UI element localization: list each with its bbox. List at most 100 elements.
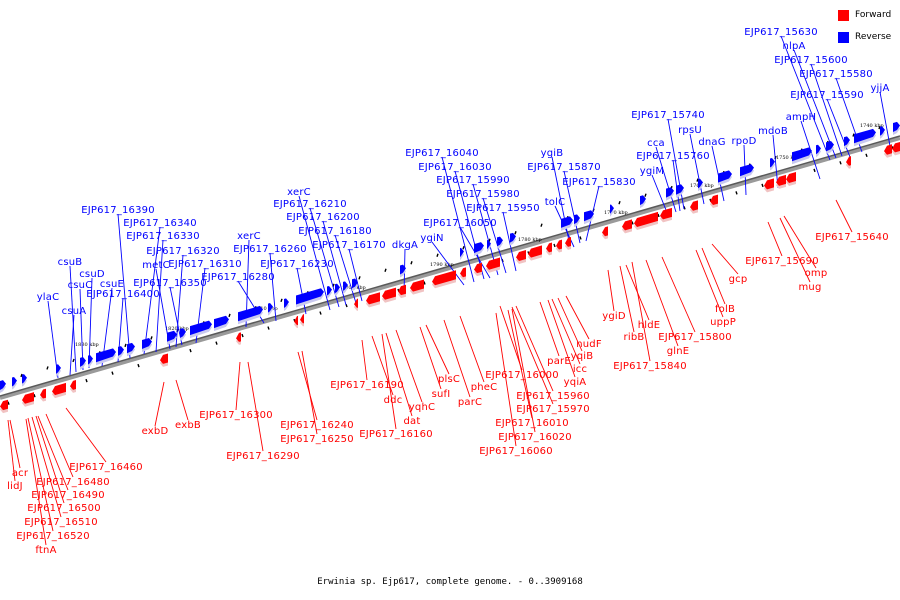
axis-tick-mark xyxy=(215,341,218,345)
axis-tick-mark xyxy=(20,373,23,378)
reverse-gene-glyph xyxy=(400,264,406,278)
gene-leader-line xyxy=(7,419,16,482)
gene-leader-line xyxy=(385,332,413,417)
gene-label: EJP617_16300 xyxy=(199,410,273,421)
gene-label: EJP617_16490 xyxy=(31,490,105,501)
gene-label: EJP617_16510 xyxy=(24,517,98,528)
gene-leader-line xyxy=(563,170,581,244)
gene-label: EJP617_16010 xyxy=(495,418,569,429)
gene-leader-line xyxy=(459,315,485,383)
axis-tick-mark xyxy=(644,193,647,197)
gene-leader-line xyxy=(117,213,131,359)
reverse-gene-glyph xyxy=(740,164,754,180)
gene-leader-line xyxy=(511,308,536,433)
legend-forward-label: Forward xyxy=(855,10,892,20)
axis-tick-mark xyxy=(189,348,192,353)
gene-label: mdoB xyxy=(758,126,788,137)
gene-label: EJP617_16260 xyxy=(233,244,307,255)
legend-reverse: Reverse xyxy=(838,30,891,44)
axis-tick-mark xyxy=(111,371,114,375)
axis-tick-mark xyxy=(280,298,283,303)
gene-label: parE xyxy=(547,356,571,367)
forward-gene-glyph xyxy=(884,144,892,158)
reverse-gene-glyph xyxy=(497,236,503,250)
forward-gene-glyph xyxy=(660,207,672,223)
reverse-gene-glyph xyxy=(880,126,885,139)
reverse-gene-glyph xyxy=(22,374,27,387)
gene-label: exbB xyxy=(175,420,201,431)
gene-leader-line xyxy=(175,379,189,421)
scale-tick-label: 1780 kbp xyxy=(518,237,542,243)
gene-label: parC xyxy=(458,397,482,408)
reverse-gene-glyph xyxy=(666,187,674,201)
gene-label: pheC xyxy=(471,382,498,393)
gene-leader-line xyxy=(25,418,47,546)
gene-label: EJP617_16310 xyxy=(168,259,242,270)
forward-gene-glyph xyxy=(528,245,542,261)
forward-gene-glyph xyxy=(846,156,851,169)
gene-leader-line xyxy=(443,319,471,398)
axis-tick-mark xyxy=(683,206,686,210)
reverse-gene-glyph xyxy=(510,232,516,246)
gene-label: EJP617_16050 xyxy=(423,218,497,229)
forward-gene-glyph xyxy=(22,392,34,407)
axis-tick-mark xyxy=(124,343,127,348)
forward-gene-glyph xyxy=(398,284,406,299)
gene-leader-line xyxy=(441,156,475,283)
reverse-gene-glyph xyxy=(718,170,732,186)
gene-label: EJP617_16340 xyxy=(123,218,197,229)
forward-gene-glyph xyxy=(622,219,632,234)
gene-label: ylaC xyxy=(37,292,60,303)
gene-leader-line xyxy=(419,326,442,390)
reverse-gene-glyph xyxy=(826,140,834,155)
gene-label: csuA xyxy=(62,306,87,317)
gene-label: cca xyxy=(647,138,665,149)
reverse-gene-glyph xyxy=(698,178,703,192)
reverse-gene-glyph xyxy=(180,328,186,341)
gene-label: EJP617_16160 xyxy=(359,429,433,440)
gene-label: rpsU xyxy=(678,125,702,136)
axis-tick-mark xyxy=(618,200,621,205)
reverse-gene-glyph xyxy=(460,247,464,261)
reverse-gene-glyph xyxy=(118,346,124,359)
axis-tick-mark xyxy=(228,313,231,318)
gene-leader-line xyxy=(298,195,331,311)
gene-leader-line xyxy=(395,329,423,403)
gene-leader-line xyxy=(695,249,724,318)
forward-gene-glyph xyxy=(786,172,796,187)
gene-label: dat xyxy=(404,416,421,427)
reverse-gene-glyph xyxy=(214,315,229,332)
gene-label: EJP617_15870 xyxy=(527,162,601,173)
gene-leader-line xyxy=(35,415,65,504)
gene-leader-line xyxy=(711,243,739,275)
gene-label: yjjA xyxy=(870,83,889,94)
reverse-gene-glyph xyxy=(770,158,775,171)
reverse-gene-glyph xyxy=(854,128,876,147)
axis-tick-mark xyxy=(631,221,634,225)
gene-leader-line xyxy=(701,247,726,305)
gene-label: EJP617_15980 xyxy=(446,189,520,200)
axis-tick-mark xyxy=(735,191,738,195)
axis-tick-mark xyxy=(137,363,140,368)
axis-tick-mark xyxy=(423,281,426,285)
reverse-gene-glyph xyxy=(640,195,646,209)
gene-label: glnE xyxy=(667,346,690,357)
forward-gene-glyph xyxy=(382,287,396,303)
forward-gene-glyph xyxy=(160,353,168,367)
gene-label: exbD xyxy=(142,426,169,437)
gene-label: EJP617_15830 xyxy=(562,177,636,188)
gene-label: xerC xyxy=(287,187,311,198)
axis-tick-mark xyxy=(878,125,881,130)
axis-tick-mark xyxy=(813,168,816,173)
forward-gene-glyph xyxy=(764,178,774,193)
gene-leader-line xyxy=(565,295,590,340)
legend-forward: Forward xyxy=(838,8,891,22)
axis-tick-mark xyxy=(150,336,153,340)
reverse-gene-glyph xyxy=(487,240,491,253)
gene-leader-line xyxy=(143,226,161,355)
gene-leader-line xyxy=(793,49,837,159)
scale-tick-label: 1820 kbp xyxy=(165,326,189,332)
gene-leader-line xyxy=(495,312,517,447)
gene-label: EJP617_16030 xyxy=(418,162,492,173)
